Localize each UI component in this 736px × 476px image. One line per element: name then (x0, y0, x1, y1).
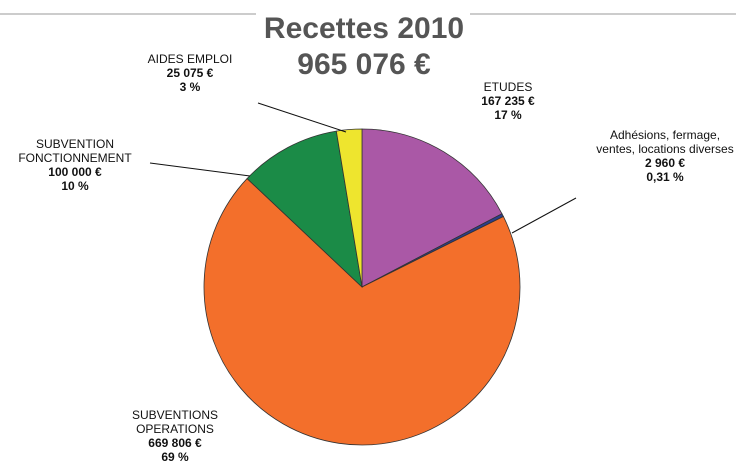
category-label: ETUDES (483, 80, 533, 94)
category-label: Adhésions, fermage, ventes, locations di… (596, 128, 734, 156)
pie-slice (203, 177, 521, 446)
chart-subtitle: 965 076 € (297, 48, 431, 81)
percent-label: 3 % (179, 80, 201, 94)
percent-label: 10 % (61, 179, 89, 193)
percent-label: 17 % (494, 108, 522, 122)
slice-label: SUBVENTIONS OPERATIONS 669 806 €69 % (105, 408, 245, 464)
chart-title: Recettes 2010 (264, 12, 464, 45)
category-label: SUBVENTION FONCTIONNEMENT (18, 137, 132, 165)
value-label: 25 075 € (166, 66, 214, 80)
value-label: 167 235 € (481, 94, 535, 108)
value-label: 2 960 € (644, 156, 686, 170)
category-label: AIDES EMPLOI (147, 52, 233, 66)
pie (203, 128, 521, 446)
slice-label: SUBVENTION FONCTIONNEMENT 100 000 €10 % (0, 137, 150, 193)
pie-slice (361, 128, 503, 288)
slice-label: AIDES EMPLOI 25 075 €3 % (120, 52, 260, 94)
leader-line (511, 197, 577, 234)
percent-label: 0,31 % (646, 170, 684, 184)
leader-line (257, 102, 347, 133)
value-label: 100 000 € (48, 165, 102, 179)
value-label: 669 806 € (148, 436, 202, 450)
category-label: SUBVENTIONS OPERATIONS (131, 408, 218, 436)
slice-label: ETUDES 167 235 €17 % (448, 80, 568, 122)
pie-slice (335, 128, 363, 288)
leader-line (149, 162, 251, 177)
percent-label: 69 % (161, 450, 189, 464)
slice-label: Adhésions, fermage, ventes, locations di… (590, 128, 736, 184)
